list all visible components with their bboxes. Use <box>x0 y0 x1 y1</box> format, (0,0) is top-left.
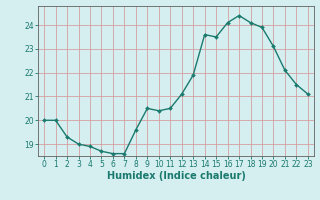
X-axis label: Humidex (Indice chaleur): Humidex (Indice chaleur) <box>107 171 245 181</box>
